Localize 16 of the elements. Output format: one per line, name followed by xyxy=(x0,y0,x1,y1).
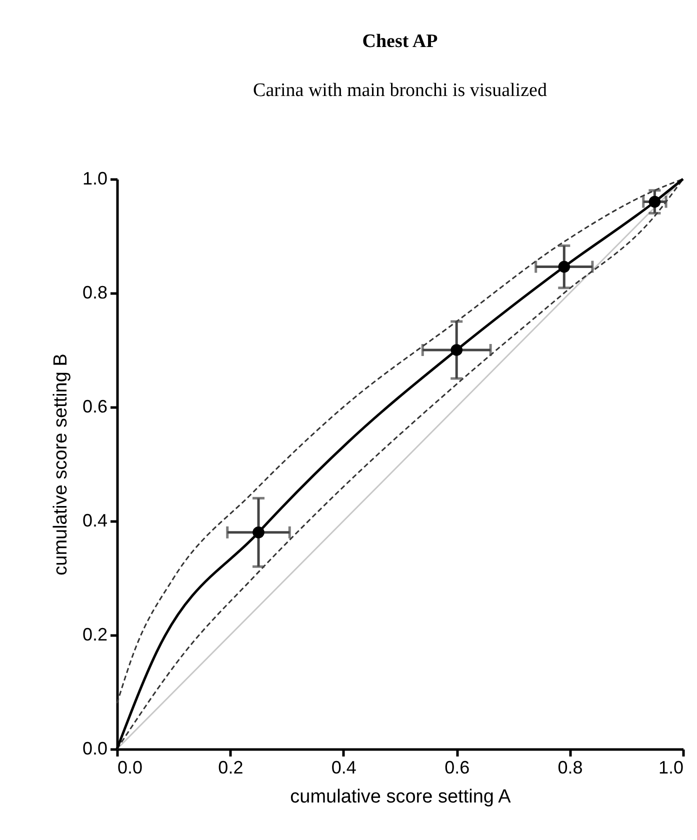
x-tick-label: 0.0 xyxy=(118,758,143,778)
y-tick-label: 0.8 xyxy=(82,282,108,302)
chart-title: Chest AP xyxy=(362,31,438,52)
x-tick-label: 0.8 xyxy=(558,758,583,778)
x-tick-label: 0.2 xyxy=(218,758,244,778)
y-tick-label: 0.2 xyxy=(82,624,108,644)
x-tick-label: 0.4 xyxy=(331,758,356,778)
y-tick-label: 0.0 xyxy=(82,738,108,758)
x-axis-title: cumulative score setting A xyxy=(290,786,512,808)
y-tick-label: 1.0 xyxy=(82,168,108,188)
y-tick-label: 0.4 xyxy=(82,510,108,530)
y-axis-title: cumulative score setting B xyxy=(50,354,72,576)
y-tick-label: 0.6 xyxy=(82,396,108,416)
x-tick-label: 0.6 xyxy=(444,758,470,778)
chart-subtitle: Carina with main bronchi is visualized xyxy=(253,80,548,101)
x-tick-label: 1.0 xyxy=(658,758,684,778)
